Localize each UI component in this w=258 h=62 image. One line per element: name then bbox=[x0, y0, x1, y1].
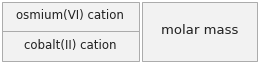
Text: molar mass: molar mass bbox=[161, 24, 238, 38]
Bar bbox=[142, 1, 256, 61]
Text: cobalt(II) cation: cobalt(II) cation bbox=[24, 39, 117, 53]
Text: osmium(VI) cation: osmium(VI) cation bbox=[16, 9, 124, 23]
Bar bbox=[2, 31, 139, 61]
Bar bbox=[2, 1, 139, 31]
